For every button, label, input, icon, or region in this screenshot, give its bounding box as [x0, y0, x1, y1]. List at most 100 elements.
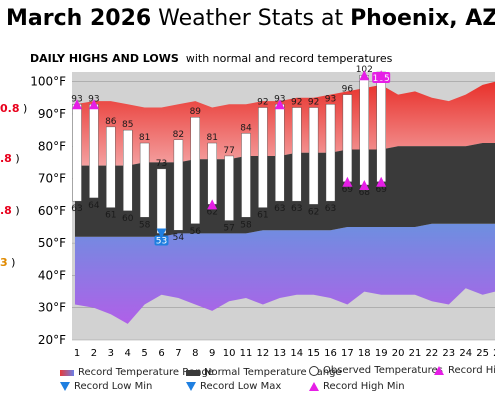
observed-bar	[241, 133, 251, 218]
high-label: 96	[342, 85, 354, 95]
y-tick-label: 40°F	[38, 268, 66, 282]
x-tick-label: 2	[91, 348, 97, 359]
y-tick-label: 100°F	[30, 75, 66, 89]
high-label: 93	[325, 94, 336, 104]
x-tick-label: 24	[459, 348, 472, 359]
legend-record-high-min-label: Record High Min	[323, 381, 405, 392]
side-stub-2: .8 )	[0, 152, 20, 165]
low-label: 54	[173, 233, 185, 243]
high-label: 73	[156, 159, 167, 169]
legend-normal-label: Normal Temperature Range	[204, 367, 342, 378]
x-tick-label: 22	[426, 348, 439, 359]
observed-bar	[106, 126, 116, 208]
chart-subtitle: DAILY HIGHS AND LOWS with normal and rec…	[30, 52, 392, 65]
high-label: 81	[139, 133, 150, 143]
x-tick-label: 17	[341, 348, 354, 359]
low-label: 53	[156, 236, 167, 246]
x-tick-label: 7	[175, 348, 181, 359]
record-high-min-marker	[207, 199, 218, 210]
x-tick-label: 1	[74, 348, 80, 359]
side-stub-3: .8 )	[0, 204, 20, 217]
high-label: 92	[308, 98, 319, 108]
y-tick-label: 20°F	[38, 333, 66, 347]
observed-bar	[292, 107, 302, 202]
x-tick-label: 18	[358, 348, 371, 359]
record-low-label-bg	[154, 235, 169, 246]
low-label: 57	[223, 224, 234, 234]
legend-record-low-min: Record Low Min	[60, 381, 152, 392]
x-tick-label: 16	[324, 348, 337, 359]
side-stub-4-text: 3	[0, 256, 8, 269]
low-label: 58	[139, 220, 151, 230]
side-stub-2-text: .8	[0, 152, 12, 165]
observed-bar	[72, 104, 82, 202]
observed-bar	[325, 104, 336, 202]
observed-bar	[139, 142, 150, 218]
low-label: 68	[359, 188, 371, 198]
legend-record-low-min-label: Record Low Min	[74, 381, 153, 392]
low-label: 62	[308, 207, 319, 217]
legend-record-high-min: Record High Min	[309, 381, 405, 392]
high-label: 92	[291, 98, 302, 108]
y-tick-label: 80°F	[38, 139, 66, 153]
record-high-marker	[72, 99, 82, 110]
x-tick-label: 8	[192, 348, 198, 359]
observed-bar	[275, 104, 285, 202]
legend-record-range: Record Temperature Range	[60, 367, 214, 378]
high-label: 86	[105, 117, 117, 127]
x-tick-label: 15	[307, 348, 320, 359]
low-label: 63	[291, 204, 302, 214]
x-tick-label: 26	[493, 348, 495, 359]
observed-bar	[258, 107, 268, 208]
y-tick-label: 30°F	[38, 301, 66, 315]
x-tick-label: 4	[125, 348, 131, 359]
subtitle-rest: with normal and record temperatures	[185, 52, 393, 65]
observed-bar	[190, 117, 201, 224]
observed-bar	[122, 129, 133, 212]
observed-bar	[207, 142, 217, 205]
x-tick-label: 25	[476, 348, 489, 359]
record-low-min-marker	[156, 228, 167, 239]
y-tick-label: 90°F	[38, 107, 66, 121]
title-month: March 2026	[6, 6, 152, 31]
observed-bar	[173, 139, 184, 231]
x-tick-label: 21	[409, 348, 422, 359]
high-label: 92	[257, 98, 268, 108]
low-label: 60	[122, 214, 134, 224]
low-label: 69	[342, 185, 354, 195]
low-label: 69	[375, 185, 387, 195]
x-tick-label: 19	[375, 348, 388, 359]
high-label: 85	[122, 120, 133, 130]
y-tick-label: 60°F	[38, 204, 66, 218]
chart-title: March 2026 Weather Stats at Phoenix, AZ	[6, 6, 495, 32]
low-label: 58	[240, 220, 252, 230]
record-high-min-marker	[359, 180, 370, 191]
x-tick-label: 5	[141, 348, 147, 359]
side-stub-3-text: .8	[0, 204, 12, 217]
observed-bar	[89, 104, 99, 199]
legend-normal-range: Normal Temperature Range	[186, 367, 342, 378]
legend-observed-label: Observed Temperatures	[323, 365, 443, 376]
low-label: 64	[88, 201, 100, 211]
x-tick-label: 12	[257, 348, 270, 359]
record-high-marker	[274, 99, 285, 110]
observed-bar	[308, 107, 319, 205]
low-label: 62	[206, 207, 217, 217]
x-tick-label: 14	[290, 348, 303, 359]
x-tick-label: 11	[240, 348, 253, 359]
side-stub-4: 3 )	[0, 256, 16, 269]
x-tick-label: 10	[223, 348, 236, 359]
side-stub-1-text: 0.8	[0, 102, 20, 115]
observed-bar	[376, 71, 386, 182]
observed-bar	[156, 168, 167, 234]
legend-record-high-min-swatch	[309, 382, 319, 391]
observed-bar	[224, 155, 234, 221]
x-tick-label: 23	[442, 348, 455, 359]
subtitle-bold: DAILY HIGHS AND LOWS	[30, 52, 179, 65]
legend-observed-swatch	[309, 365, 319, 376]
x-tick-label: 6	[158, 348, 164, 359]
record-high-min-marker	[342, 176, 353, 187]
legend-observed: Observed Temperatures	[309, 365, 443, 376]
title-middle: Weather Stats at	[151, 6, 351, 31]
